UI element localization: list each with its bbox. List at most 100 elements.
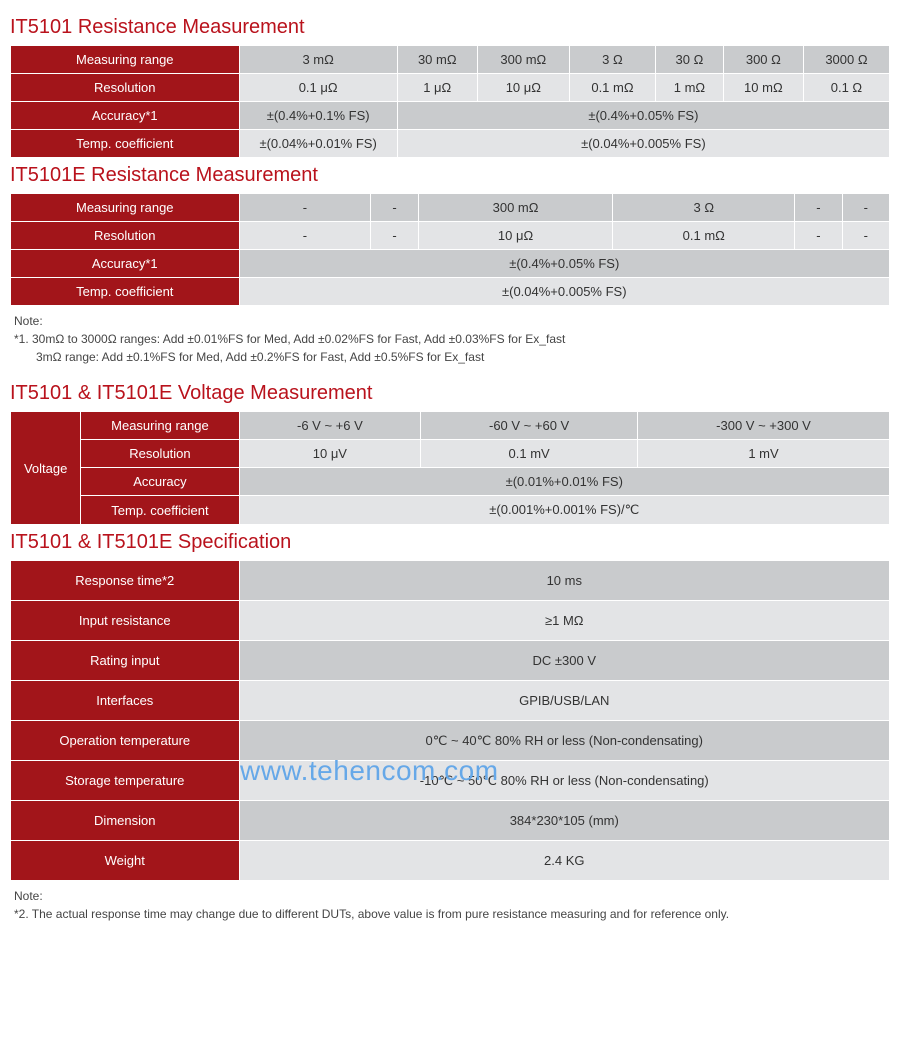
cell: 0.1 μΩ xyxy=(239,74,397,102)
row-label: Resolution xyxy=(11,222,240,250)
table-row: Response time*210 ms xyxy=(11,561,890,601)
row-label: Rating input xyxy=(11,641,240,681)
table-row: Accuracy*1 ±(0.4%+0.1% FS) ±(0.4%+0.05% … xyxy=(11,102,890,130)
table-row: Weight2.4 KG xyxy=(11,841,890,881)
table-row: Storage temperature-10℃ ~ 50℃ 80% RH or … xyxy=(11,761,890,801)
table-row: InterfacesGPIB/USB/LAN xyxy=(11,681,890,721)
table-row: Rating inputDC ±300 V xyxy=(11,641,890,681)
table-specification: Response time*210 ms Input resistance≥1 … xyxy=(10,560,890,881)
cell: 10 ms xyxy=(239,561,889,601)
cell: - xyxy=(371,194,418,222)
table-it5101-resistance: Measuring range 3 mΩ 30 mΩ 300 mΩ 3 Ω 30… xyxy=(10,45,890,158)
voltage-group-label: Voltage xyxy=(11,412,81,525)
section2-title: IT5101E Resistance Measurement xyxy=(10,164,890,187)
cell: - xyxy=(795,222,842,250)
table-row: Resolution 10 μV 0.1 mV 1 mV xyxy=(11,440,890,468)
cell: 3000 Ω xyxy=(803,46,889,74)
row-label: Temp. coefficient xyxy=(11,130,240,158)
cell: DC ±300 V xyxy=(239,641,889,681)
table-row: Accuracy ±(0.01%+0.01% FS) xyxy=(11,468,890,496)
table-row: Resolution - - 10 μΩ 0.1 mΩ - - xyxy=(11,222,890,250)
cell: 1 μΩ xyxy=(397,74,477,102)
note-line: *2. The actual response time may change … xyxy=(14,907,729,921)
cell: 0℃ ~ 40℃ 80% RH or less (Non-condensatin… xyxy=(239,721,889,761)
cell: 384*230*105 (mm) xyxy=(239,801,889,841)
row-label: Accuracy xyxy=(81,468,239,496)
table-row: Dimension384*230*105 (mm) xyxy=(11,801,890,841)
note-line: *1. 30mΩ to 3000Ω ranges: Add ±0.01%FS f… xyxy=(14,332,565,346)
row-label: Response time*2 xyxy=(11,561,240,601)
cell: - xyxy=(842,222,889,250)
table-row: Input resistance≥1 MΩ xyxy=(11,601,890,641)
cell: -10℃ ~ 50℃ 80% RH or less (Non-condensat… xyxy=(239,761,889,801)
note1: Note: *1. 30mΩ to 3000Ω ranges: Add ±0.0… xyxy=(14,312,890,366)
cell: ±(0.001%+0.001% FS)/℃ xyxy=(239,496,889,525)
cell: ±(0.04%+0.005% FS) xyxy=(239,278,889,306)
cell: 30 Ω xyxy=(656,46,724,74)
table-row: Resolution 0.1 μΩ 1 μΩ 10 μΩ 0.1 mΩ 1 mΩ… xyxy=(11,74,890,102)
cell: - xyxy=(239,194,371,222)
cell: 0.1 mΩ xyxy=(613,222,795,250)
cell: 10 μΩ xyxy=(477,74,569,102)
cell: ±(0.01%+0.01% FS) xyxy=(239,468,889,496)
cell: 0.1 mV xyxy=(421,440,638,468)
row-label: Operation temperature xyxy=(11,721,240,761)
cell: GPIB/USB/LAN xyxy=(239,681,889,721)
note-head: Note: xyxy=(14,889,43,903)
table-row: Temp. coefficient ±(0.001%+0.001% FS)/℃ xyxy=(11,496,890,525)
cell: 3 Ω xyxy=(613,194,795,222)
cell: 10 μV xyxy=(239,440,421,468)
cell: 10 mΩ xyxy=(723,74,803,102)
cell: -300 V ~ +300 V xyxy=(638,412,890,440)
row-label: Temp. coefficient xyxy=(81,496,239,525)
cell: 30 mΩ xyxy=(397,46,477,74)
row-label: Accuracy*1 xyxy=(11,102,240,130)
row-label: Measuring range xyxy=(11,46,240,74)
cell: - xyxy=(239,222,371,250)
cell: - xyxy=(842,194,889,222)
cell: 3 Ω xyxy=(569,46,655,74)
table-row: Measuring range 3 mΩ 30 mΩ 300 mΩ 3 Ω 30… xyxy=(11,46,890,74)
row-label: Interfaces xyxy=(11,681,240,721)
cell: 300 mΩ xyxy=(418,194,613,222)
cell: 300 Ω xyxy=(723,46,803,74)
cell: -60 V ~ +60 V xyxy=(421,412,638,440)
table-row: Voltage Measuring range -6 V ~ +6 V -60 … xyxy=(11,412,890,440)
cell: 1 mΩ xyxy=(656,74,724,102)
table-row: Temp. coefficient ±(0.04%+0.005% FS) xyxy=(11,278,890,306)
table-voltage: Voltage Measuring range -6 V ~ +6 V -60 … xyxy=(10,411,890,525)
cell: 0.1 mΩ xyxy=(569,74,655,102)
table-row: Temp. coefficient ±(0.04%+0.01% FS) ±(0.… xyxy=(11,130,890,158)
row-label: Measuring range xyxy=(11,194,240,222)
cell: ±(0.4%+0.05% FS) xyxy=(397,102,889,130)
cell: ±(0.04%+0.01% FS) xyxy=(239,130,397,158)
row-label: Input resistance xyxy=(11,601,240,641)
row-label: Weight xyxy=(11,841,240,881)
section4-title: IT5101 & IT5101E Specification xyxy=(10,531,890,554)
row-label: Dimension xyxy=(11,801,240,841)
table-it5101e-resistance: Measuring range - - 300 mΩ 3 Ω - - Resol… xyxy=(10,193,890,306)
cell: ≥1 MΩ xyxy=(239,601,889,641)
table-row: Measuring range - - 300 mΩ 3 Ω - - xyxy=(11,194,890,222)
cell: ±(0.4%+0.1% FS) xyxy=(239,102,397,130)
cell: -6 V ~ +6 V xyxy=(239,412,421,440)
row-label: Storage temperature xyxy=(11,761,240,801)
row-label: Measuring range xyxy=(81,412,239,440)
note-line: 3mΩ range: Add ±0.1%FS for Med, Add ±0.2… xyxy=(14,348,890,366)
section3-title: IT5101 & IT5101E Voltage Measurement xyxy=(10,382,890,405)
cell: 3 mΩ xyxy=(239,46,397,74)
cell: 1 mV xyxy=(638,440,890,468)
row-label: Resolution xyxy=(81,440,239,468)
section1-title: IT5101 Resistance Measurement xyxy=(10,16,890,39)
note-head: Note: xyxy=(14,314,43,328)
cell: ±(0.04%+0.005% FS) xyxy=(397,130,889,158)
cell: - xyxy=(795,194,842,222)
cell: ±(0.4%+0.05% FS) xyxy=(239,250,889,278)
cell: - xyxy=(371,222,418,250)
cell: 10 μΩ xyxy=(418,222,613,250)
cell: 0.1 Ω xyxy=(803,74,889,102)
cell: 2.4 KG xyxy=(239,841,889,881)
row-label: Accuracy*1 xyxy=(11,250,240,278)
table-row: Accuracy*1 ±(0.4%+0.05% FS) xyxy=(11,250,890,278)
note2: Note: *2. The actual response time may c… xyxy=(14,887,890,923)
